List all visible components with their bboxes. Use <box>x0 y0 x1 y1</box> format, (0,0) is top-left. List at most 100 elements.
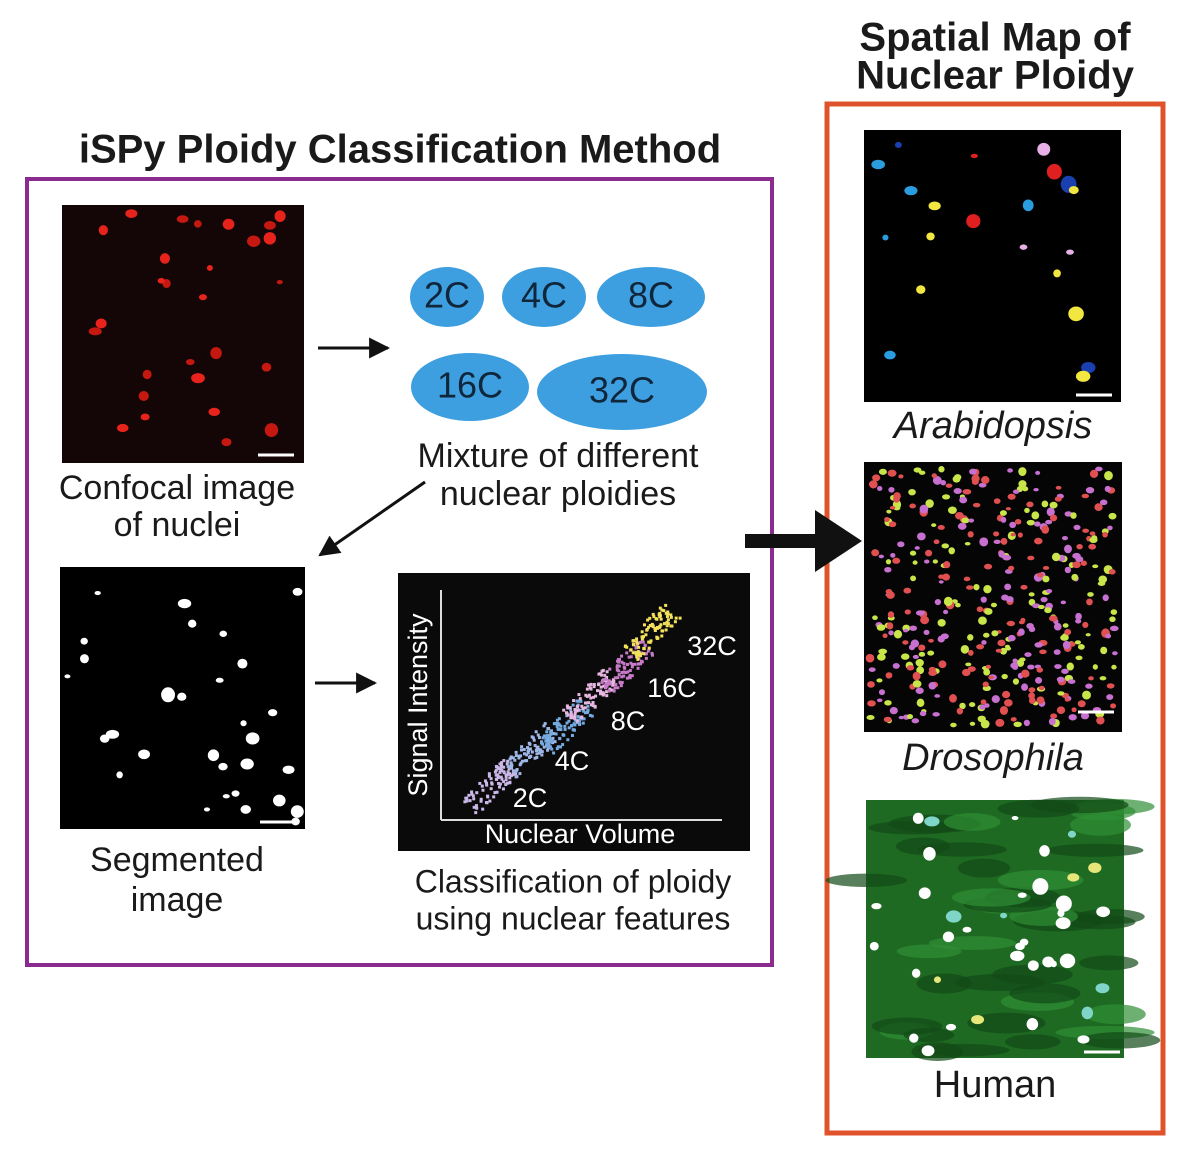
decor <box>610 688 614 692</box>
decor <box>495 790 499 794</box>
decor <box>1028 626 1036 633</box>
decor <box>1110 609 1118 615</box>
decor <box>240 805 251 814</box>
decor <box>1027 960 1039 971</box>
decor <box>893 492 901 501</box>
decor <box>159 253 170 264</box>
decor <box>493 770 497 774</box>
decor <box>613 686 617 690</box>
decor <box>580 717 584 721</box>
decor <box>884 566 892 573</box>
decor <box>549 738 553 742</box>
decor <box>931 523 937 528</box>
decor <box>617 664 621 668</box>
decor <box>995 648 1002 653</box>
decor <box>1061 668 1069 674</box>
ploidy-oval <box>502 267 586 327</box>
decor <box>616 686 620 690</box>
decor <box>544 739 548 743</box>
decor <box>634 644 638 648</box>
decor <box>662 609 666 613</box>
decor <box>877 653 886 661</box>
decor <box>1014 519 1022 525</box>
decor <box>967 634 974 641</box>
ploidy-label: 8C <box>628 275 674 316</box>
decor <box>871 549 880 557</box>
decor <box>651 612 655 616</box>
decor <box>1036 696 1045 704</box>
decor <box>1053 649 1061 655</box>
decor <box>541 736 545 740</box>
decor <box>502 765 506 769</box>
decor <box>1009 983 1081 1004</box>
decor <box>1062 640 1071 650</box>
decor <box>1007 468 1013 473</box>
decor <box>1041 500 1049 508</box>
decor <box>603 673 607 677</box>
decor <box>912 671 921 681</box>
decor <box>1055 485 1062 490</box>
decor <box>640 660 644 664</box>
decor <box>599 692 603 696</box>
decor <box>601 679 605 683</box>
decor <box>897 541 905 548</box>
decor <box>1018 467 1027 477</box>
decor <box>660 629 664 633</box>
decor <box>640 640 644 644</box>
decor <box>620 675 624 679</box>
decor <box>976 644 985 650</box>
decor <box>488 799 492 803</box>
decor <box>886 622 894 630</box>
decor <box>678 616 682 620</box>
decor <box>912 654 919 659</box>
decor <box>636 650 640 654</box>
decor <box>968 518 975 523</box>
decor <box>949 694 957 703</box>
decor <box>1106 683 1115 689</box>
decor <box>608 682 612 686</box>
decor <box>540 750 544 754</box>
decor <box>569 710 573 714</box>
decor <box>1111 664 1117 670</box>
decor <box>888 521 897 528</box>
decor <box>913 467 922 473</box>
decor <box>548 735 552 739</box>
decor <box>496 773 500 777</box>
decor <box>1012 678 1020 685</box>
decor <box>570 724 574 728</box>
decor <box>1084 1004 1146 1025</box>
decor <box>956 707 964 715</box>
decor <box>583 706 587 710</box>
decor <box>589 696 593 700</box>
decor <box>1110 703 1117 709</box>
class-label: 2C <box>513 783 548 813</box>
decor <box>583 701 587 705</box>
decor <box>502 759 506 763</box>
decor <box>553 740 557 744</box>
decor <box>1012 658 1018 663</box>
decor <box>563 727 567 731</box>
decor <box>926 232 935 241</box>
decor <box>938 574 945 579</box>
decor <box>896 944 962 959</box>
decor <box>191 373 205 384</box>
decor <box>867 700 876 707</box>
decor <box>551 736 555 740</box>
decor <box>1088 676 1094 681</box>
decor <box>222 218 235 230</box>
decor <box>276 280 283 285</box>
decor <box>525 753 529 757</box>
decor <box>558 736 562 740</box>
decor <box>543 722 547 726</box>
decor <box>888 630 894 636</box>
method-title: iSPy Ploidy Classification Method <box>79 128 721 172</box>
decor <box>887 611 895 618</box>
decor <box>547 739 551 743</box>
decor <box>978 616 987 625</box>
decor <box>932 559 938 564</box>
decor <box>1109 625 1119 632</box>
scatter-plot-image <box>398 573 750 851</box>
decor <box>1075 370 1091 382</box>
decor <box>965 662 972 667</box>
decor <box>1004 699 1013 707</box>
